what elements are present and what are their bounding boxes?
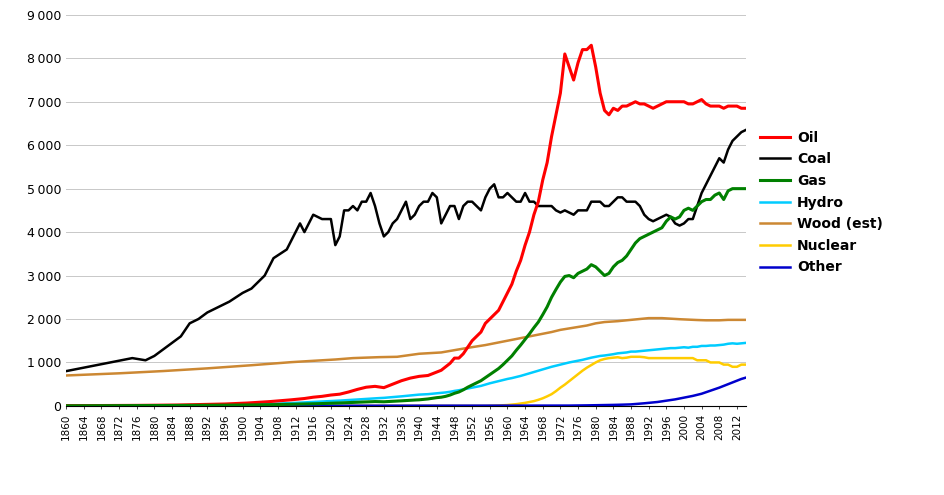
Wood (est) [387,354,398,360]
Nuclear [60,403,72,409]
Wood (est) [679,316,690,322]
Nuclear [634,354,646,360]
Coal [60,368,72,374]
Oil [740,105,751,111]
Other [387,403,398,409]
Other [718,383,730,389]
Hydro [718,342,730,347]
Gas [718,197,730,202]
Coal [718,159,730,165]
Oil [60,403,72,409]
Other [532,403,544,409]
Line: Hydro: Hydro [66,343,746,406]
Nuclear [722,362,733,368]
Legend: Oil, Coal, Gas, Hydro, Wood (est), Nuclear, Other: Oil, Coal, Gas, Hydro, Wood (est), Nucle… [760,131,883,274]
Line: Nuclear: Nuclear [66,357,746,406]
Coal [532,203,544,209]
Wood (est) [643,315,654,321]
Line: Oil: Oil [66,45,746,406]
Nuclear [669,355,681,361]
Wood (est) [630,316,641,322]
Other [674,396,685,401]
Other [740,375,751,381]
Other [630,401,641,407]
Wood (est) [532,332,544,338]
Oil [669,99,681,105]
Gas [387,398,398,404]
Hydro [60,403,72,409]
Wood (est) [60,373,72,379]
Nuclear [625,354,636,360]
Oil [387,381,398,387]
Other [666,397,677,403]
Line: Other: Other [66,378,746,406]
Nuclear [740,362,751,368]
Hydro [532,368,544,374]
Hydro [387,394,398,400]
Oil [634,101,646,107]
Nuclear [532,397,544,403]
Nuclear [387,403,398,409]
Coal [630,198,641,204]
Coal [674,223,685,229]
Coal [666,214,677,220]
Wood (est) [722,317,733,323]
Hydro [630,348,641,354]
Line: Gas: Gas [66,189,746,406]
Oil [585,42,597,48]
Wood (est) [740,317,751,323]
Coal [740,127,751,133]
Gas [630,240,641,246]
Other [60,403,72,409]
Gas [532,319,544,325]
Gas [740,186,751,192]
Hydro [674,345,685,350]
Oil [532,198,544,204]
Nuclear [679,355,690,361]
Gas [727,186,738,192]
Line: Wood (est): Wood (est) [66,318,746,376]
Gas [674,214,685,220]
Gas [60,403,72,409]
Hydro [666,345,677,351]
Wood (est) [669,316,681,322]
Coal [387,220,398,226]
Hydro [740,340,751,346]
Oil [679,99,690,105]
Oil [722,103,733,109]
Line: Coal: Coal [66,130,746,371]
Gas [666,214,677,220]
